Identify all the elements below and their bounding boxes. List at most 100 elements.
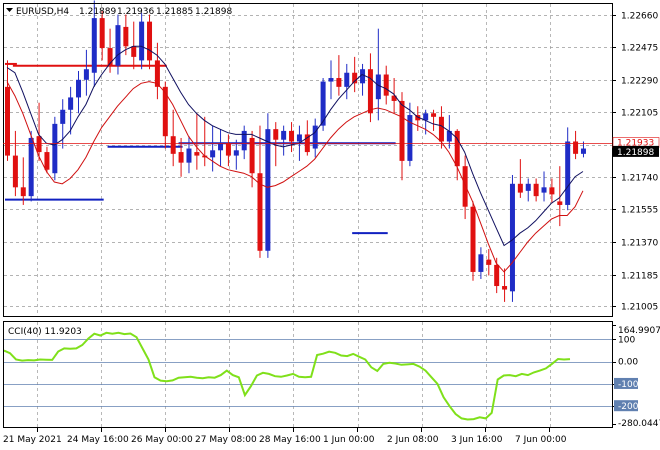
candle-body (573, 141, 579, 154)
candle (375, 28, 381, 121)
candle-body (139, 21, 145, 61)
candle (415, 106, 421, 131)
candle (336, 55, 342, 96)
candle-body (194, 152, 200, 156)
candle-body (360, 69, 366, 84)
candle-body (225, 143, 231, 156)
candle-body (344, 72, 350, 87)
candle-body (446, 130, 452, 142)
candle (454, 129, 460, 181)
candle-body (486, 259, 492, 265)
price-tick-label: 1.21555 (621, 206, 658, 216)
candle-body (541, 187, 547, 193)
candle-body (147, 21, 153, 61)
candle (391, 78, 397, 114)
time-tick-label: 26 May 00:00 (131, 435, 193, 445)
candle-body (12, 155, 18, 188)
candle (502, 268, 508, 302)
candle (20, 157, 26, 205)
candle-body (391, 95, 397, 101)
candle-body (178, 152, 184, 163)
candle (12, 130, 18, 197)
candle (99, 11, 105, 61)
stop-levels (5, 62, 396, 235)
moving-averages (6, 45, 584, 273)
price-tick-label: 1.22660 (621, 12, 658, 22)
time-tick-label: 21 May 2021 (3, 435, 62, 445)
candle (580, 141, 586, 158)
candle-body (328, 78, 334, 82)
candle (202, 116, 208, 167)
ma-slow-line (6, 81, 584, 273)
candle (265, 113, 271, 258)
ohlc-close: 1.21898 (195, 7, 232, 17)
candle (517, 159, 523, 198)
candle (162, 81, 168, 149)
candle (186, 136, 192, 174)
price-tick-label: 1.22290 (621, 77, 658, 87)
candle-body (517, 183, 523, 193)
time-tick-label: 24 May 16:00 (67, 435, 129, 445)
candle (249, 130, 255, 188)
candle-body (99, 18, 105, 49)
candle (273, 122, 279, 167)
candle-body (399, 100, 405, 161)
candle-body (154, 60, 160, 87)
candle-body (83, 69, 89, 80)
candle (5, 60, 10, 161)
candle (170, 109, 176, 167)
candle-body (257, 173, 263, 251)
candle (470, 201, 476, 281)
candle (225, 134, 231, 167)
time-axis: 21 May 2021 24 May 16:00 26 May 00:00 27 Ma… (3, 428, 567, 445)
candle-body (20, 187, 26, 197)
cci-label: CCI(40) 11.9203 (8, 327, 82, 337)
cci-level-box (614, 377, 638, 389)
candle-body (557, 201, 563, 205)
candle-body (28, 137, 34, 197)
candle (549, 178, 555, 204)
candle (431, 109, 437, 131)
candle-body (478, 254, 484, 272)
candle (399, 92, 405, 181)
candle (328, 60, 334, 100)
candle (565, 127, 571, 211)
candle-body (249, 137, 255, 174)
candle-body (502, 286, 508, 290)
candle (533, 178, 539, 202)
time-tick-label: 2 Jun 08:00 (387, 435, 439, 445)
candle-body (423, 113, 429, 121)
candle-body (76, 79, 82, 98)
candle (233, 139, 239, 170)
candle-body (123, 26, 129, 47)
cci-grid (4, 322, 612, 427)
candle (344, 63, 350, 100)
candle-body (375, 74, 381, 100)
cci-level-box (614, 400, 638, 412)
candle-body (233, 150, 239, 156)
candle-body (131, 46, 137, 57)
candle-body (462, 166, 468, 207)
svg-text:1.21933: 1.21933 (617, 139, 654, 149)
candle (52, 116, 58, 181)
candle-body (494, 264, 500, 287)
candle-body (265, 129, 271, 251)
candle-body (91, 18, 97, 73)
candle-body (312, 125, 318, 149)
candle (218, 129, 224, 167)
price-tick-label: 1.21740 (621, 174, 658, 184)
cci-tick-label: -100 (618, 380, 639, 390)
candle-body (289, 130, 295, 142)
price-tick-label: 1.21005 (621, 303, 658, 313)
price-axis: 1.226601.224751.222901.221051.219201.217… (612, 12, 658, 313)
candle (241, 125, 247, 160)
time-tick-label: 7 Jun 00:00 (515, 435, 567, 445)
candle (76, 70, 82, 114)
cci-tick-label: 0.00 (618, 358, 638, 368)
candle-body (170, 136, 176, 154)
cci-line (3, 331, 571, 421)
candle (281, 125, 287, 156)
candle (115, 14, 121, 75)
collapse-arrow-icon[interactable] (6, 8, 13, 12)
